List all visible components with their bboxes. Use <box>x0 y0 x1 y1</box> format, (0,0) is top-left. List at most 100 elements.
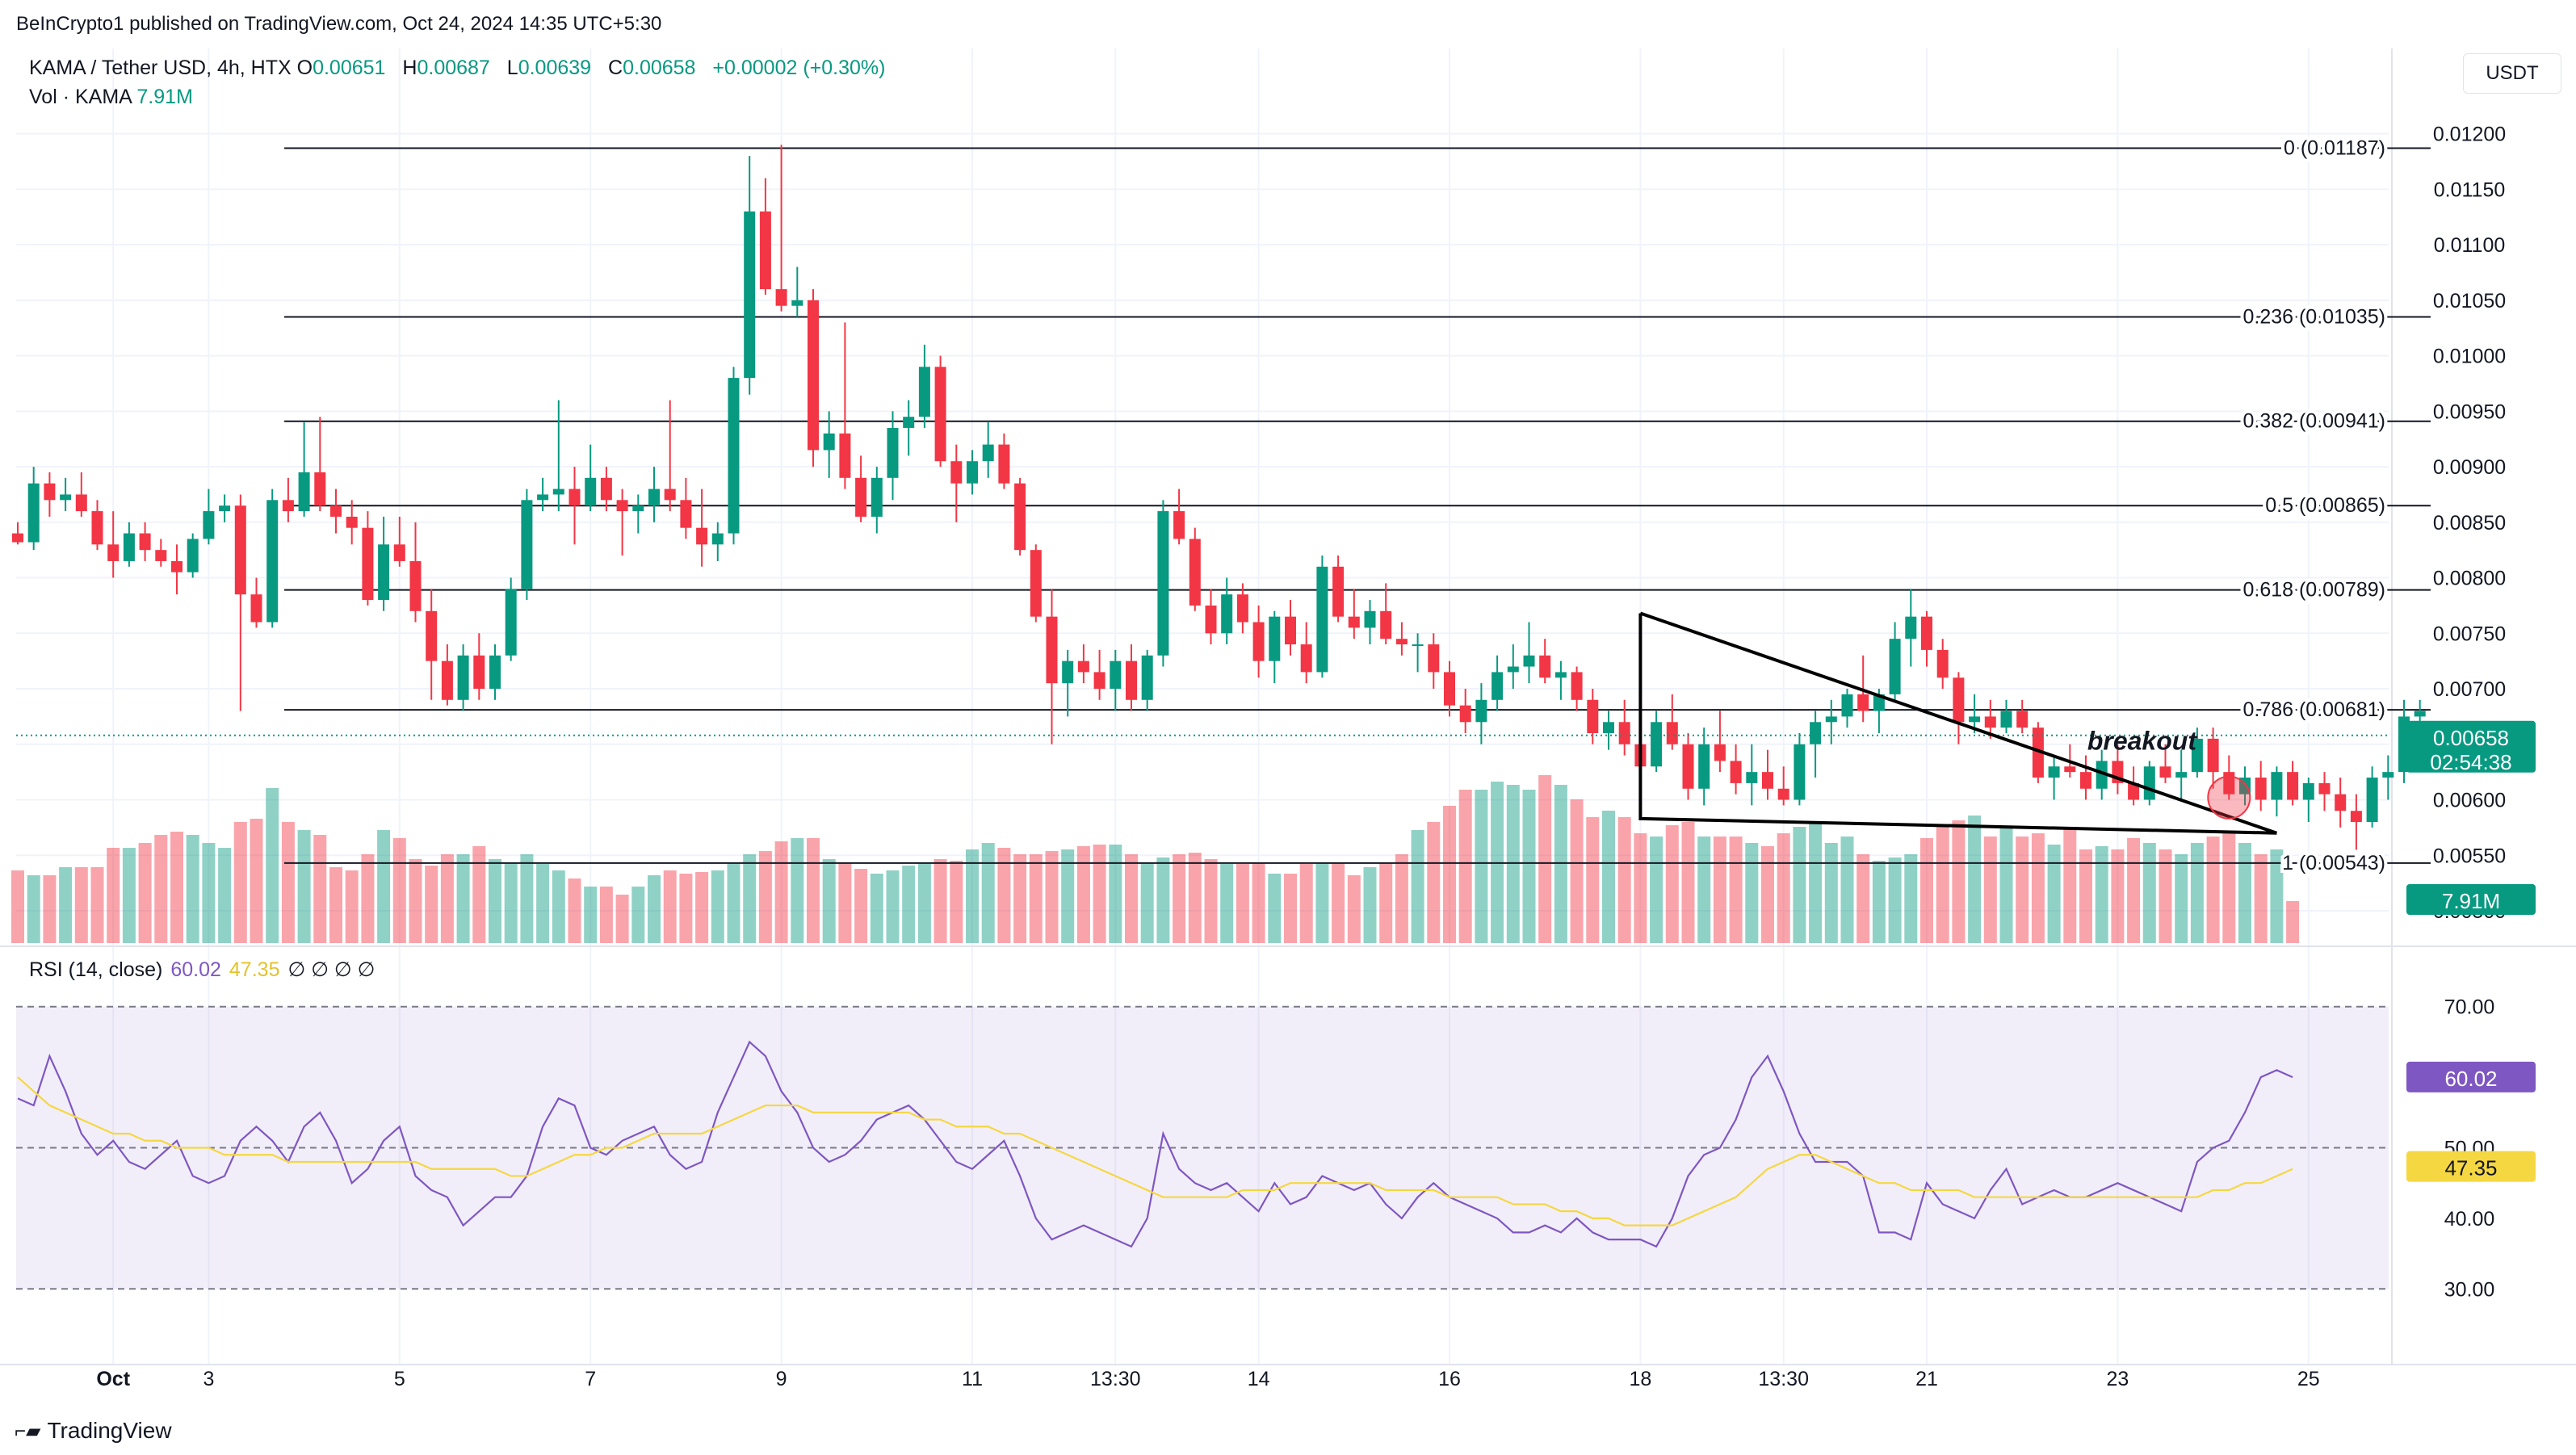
price-tick-label: 0.01200 <box>2433 124 2506 146</box>
time-tick-label: 21 <box>1915 1368 1938 1390</box>
candle-body <box>457 655 469 700</box>
rsi-tick-label: 40.00 <box>2444 1208 2495 1231</box>
volume-bar <box>1013 854 1027 943</box>
tradingview-logo[interactable]: ⌐▰ TradingView <box>15 1418 172 1444</box>
candle-body <box>1587 699 1599 734</box>
price-tick-label: 0.00800 <box>2433 568 2506 590</box>
volume-bar <box>1888 857 1902 943</box>
candle-body <box>1062 660 1074 684</box>
volume-bar <box>202 843 216 943</box>
candle-body <box>187 539 199 572</box>
candle-body <box>1794 744 1806 800</box>
candle-body <box>585 477 597 506</box>
ohlc-legend: KAMA / Tether USD, 4h, HTX O0.00651 H0.0… <box>29 57 896 80</box>
volume-bar <box>1379 862 1393 943</box>
volume-bar <box>43 875 57 943</box>
volume-bar <box>2190 843 2204 943</box>
volume-bar <box>1204 859 1218 943</box>
volume-bar <box>1522 790 1536 943</box>
volume-bars <box>11 775 2300 943</box>
price-tick-label: 0.01100 <box>2434 234 2506 257</box>
candle-body <box>139 533 151 551</box>
candle-body <box>1730 761 1742 783</box>
candle-body <box>1507 666 1519 673</box>
volume-bar <box>1045 851 1059 943</box>
price-tick-label: 0.00750 <box>2433 623 2506 645</box>
candle-body <box>1523 655 1535 667</box>
volume-bar <box>1252 862 1265 943</box>
close-label: C <box>608 57 623 79</box>
candle-body <box>1651 722 1663 767</box>
current-price-badge-bg <box>2406 720 2536 773</box>
volume-bar <box>186 835 199 943</box>
volume-bar <box>1793 827 1806 943</box>
rsi-line <box>17 1040 2293 1248</box>
symbol-line[interactable]: KAMA / Tether USD, 4h, HTX <box>29 57 292 79</box>
low-value: 0.00639 <box>518 57 592 79</box>
candle-body <box>1873 694 1885 711</box>
candle-body <box>426 610 438 661</box>
price-tick-label: 0.01150 <box>2434 178 2506 201</box>
volume-value: 7.91M <box>136 86 193 108</box>
candle-body <box>1475 699 1487 723</box>
candle-body <box>1921 616 1932 650</box>
volume-bar <box>2111 849 2125 943</box>
candle-body <box>537 494 549 501</box>
candle-body <box>2350 811 2362 823</box>
candle-body <box>1316 566 1328 673</box>
volume-bar <box>1173 854 1186 943</box>
volume-bar <box>59 867 73 943</box>
volume-bar <box>1681 822 1695 943</box>
candle-body <box>1491 672 1504 700</box>
rsi-ma-badge-bg <box>2406 1151 2536 1182</box>
candle-body <box>2335 794 2347 811</box>
price-tick-label: 0.00900 <box>2433 456 2506 479</box>
volume-legend[interactable]: Vol · KAMA 7.91M <box>29 86 193 109</box>
candle-body <box>1014 483 1026 551</box>
candle-body <box>1236 594 1248 623</box>
volume-bar <box>456 854 470 943</box>
volume-bar <box>138 843 152 943</box>
candle-body <box>2064 766 2076 773</box>
volume-bar <box>27 875 40 943</box>
candle-body <box>2191 738 2203 773</box>
candle-body <box>1126 660 1137 700</box>
volume-bar <box>297 830 311 943</box>
time-tick-label: 13:30 <box>1758 1368 1809 1390</box>
volume-bar <box>2047 845 2061 943</box>
volume-bar <box>584 887 598 943</box>
candle-body <box>1936 649 1949 678</box>
candle-body <box>2048 766 2060 778</box>
currency-button[interactable]: USDT <box>2463 53 2561 94</box>
tradingview-wordmark: TradingView <box>47 1418 172 1443</box>
candle-body <box>1444 672 1455 706</box>
current-price-badge-text: 02:54:38 <box>2430 750 2511 774</box>
candle-body <box>441 660 453 700</box>
candle-body <box>12 533 23 543</box>
candle-body <box>123 533 135 561</box>
candle-body <box>648 488 660 506</box>
candle-body <box>1603 722 1614 734</box>
candle-body <box>1412 644 1424 647</box>
candle-body <box>1395 639 1408 645</box>
volume-bar <box>1856 854 1870 943</box>
fib-level-label: 1 (0.00543) <box>2282 852 2385 874</box>
volume-bar <box>90 867 104 943</box>
volume-bar <box>122 848 136 943</box>
rsi-tick-label: 70.00 <box>2444 996 2495 1019</box>
candle-body <box>1205 605 1217 634</box>
volume-bar <box>1188 853 1202 943</box>
price-tick-label: 0.01000 <box>2433 346 2506 368</box>
rsi-legend[interactable]: RSI (14, close) 60.02 47.35 ∅ ∅ ∅ ∅ <box>29 958 375 982</box>
volume-bar <box>758 851 772 943</box>
candle-body <box>950 461 963 484</box>
volume-bar <box>1952 820 1966 943</box>
candle-body <box>2271 772 2283 800</box>
volume-bar <box>1268 874 1282 943</box>
candle-body <box>75 494 87 512</box>
volume-bar <box>1458 790 1472 943</box>
volume-bar <box>1761 846 1774 943</box>
close-value: 0.00658 <box>623 57 696 79</box>
